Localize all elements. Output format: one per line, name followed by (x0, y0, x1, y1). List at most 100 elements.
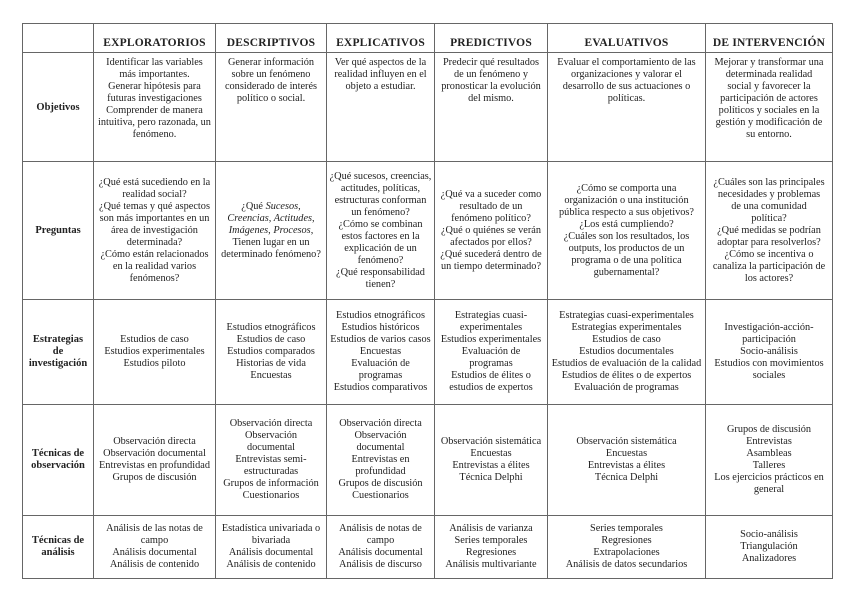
cell-line: un fenómeno? (351, 206, 410, 218)
cell-line: Grupos de discusión (112, 472, 197, 483)
cell-line: Análisis de contenido (109, 559, 200, 570)
cell-line: ¿Cómo se combinan (338, 218, 423, 230)
cell-line: Estudios etnográficos (226, 322, 316, 333)
cell-line: Creencias, Actitudes, (218, 213, 324, 225)
cell-line: determinado fenómeno? (221, 248, 321, 260)
cell-line: fenómeno político? (451, 212, 531, 224)
column-header-predictivos: PREDICTIVOS (434, 23, 548, 53)
table-row-tecnicas-de-observacion: Técnicas de observación Observación direct… (22, 404, 833, 516)
table-cell: ¿Qué va a suceder como resultado de un fen… (434, 161, 548, 300)
cell-line: Estudios de élites o (451, 370, 531, 381)
cell-line: Análisis de discurso (339, 559, 422, 570)
corner-cell (22, 23, 94, 53)
cell-line: Encuestas (250, 370, 292, 381)
cell-line: fenómeno. (132, 129, 177, 140)
cell-line: ¿Qué está sucediendo en la (98, 176, 211, 188)
cell-line: Talleres (752, 460, 786, 471)
cell-line: los actores? (744, 272, 794, 284)
cell-line: Grupos de discusión (726, 424, 812, 435)
cell-line: Socio-análisis (740, 529, 798, 540)
cell-line: considerado de interés (224, 81, 318, 92)
cell-line: Series temporales (590, 523, 663, 534)
cell-line: de una comunidad (731, 200, 807, 212)
table-cell: ¿Cuáles son las principales necesidades y… (705, 161, 833, 300)
cell-line: estructuradas (243, 466, 299, 477)
cell-line: Observación sistemática (576, 436, 677, 447)
table-row-preguntas: Preguntas ¿Qué está sucediendo en la reali… (22, 161, 833, 300)
cell-line: participación (742, 334, 796, 345)
cell-line: Estudios experimentales (440, 334, 542, 345)
cell-line: Análisis de las notas de (106, 523, 203, 534)
table-cell: Estadística univariada o bivariada Análisi… (215, 515, 327, 579)
cell-line: Estrategias cuasi-experimentales (559, 310, 694, 321)
cell-line: programas (358, 370, 403, 381)
cell-line: son más importantes en un (99, 212, 210, 224)
cell-line: Los ejercicios prácticos en (714, 472, 824, 483)
cell-line: programa o de una política (571, 254, 682, 266)
cell-line: ¿Qué sucesos, creencias, (329, 170, 432, 182)
cell-line: tienen? (365, 278, 396, 290)
cell-line: Entrevistas en profundidad (99, 460, 210, 471)
table-cell: Estudios de caso Estudios experimentales E… (93, 299, 216, 405)
table-cell: Investigación-acción-participación Socio-… (705, 299, 833, 405)
cell-line: Análisis documental (112, 547, 197, 558)
cell-line: Predecir qué resultados (442, 57, 540, 68)
cell-line: Estadística univariada o (221, 523, 321, 534)
row-header-line: análisis (41, 547, 75, 558)
cell-line: sobre un fenómeno (231, 69, 311, 80)
row-header-line: observación (31, 460, 85, 471)
cell-line: Observación directa (113, 436, 196, 447)
cell-line: campo (140, 535, 169, 546)
row-header-objetivos: Objetivos (22, 52, 94, 162)
cell-line: Comprender de manera (106, 105, 203, 116)
column-header-de-intervencion: DE INTERVENCIÓN (705, 23, 833, 53)
cell-line: del mismo. (468, 93, 514, 104)
row-header-line: Técnicas de (31, 448, 85, 459)
cell-line: realidad influyen en el (334, 69, 427, 80)
cell-line: bivariada (251, 535, 291, 546)
cell-line: Grupos de discusión (338, 478, 423, 489)
cell-line: Socio-análisis (740, 346, 798, 357)
row-header-line: Técnicas de (31, 535, 85, 546)
cell-line: Grupos de información (223, 478, 319, 489)
cell-line: ¿Cuáles son los resultados, los (563, 230, 690, 242)
table-cell: Observación directa Observación documental… (215, 404, 327, 516)
cell-line: outputs, los productos de un (568, 242, 685, 254)
cell-line: ¿Qué sucederá dentro de (440, 248, 542, 260)
row-header-estrategias-de-investigacion: Estrategias de investigación (22, 299, 94, 405)
cell-line: Estudios comparativos (333, 382, 428, 393)
cell-line: Asambleas (746, 448, 792, 459)
cell-line: adoptar para resolverlos? (717, 236, 821, 248)
cell-line: Regresiones (465, 547, 517, 558)
cell-line: Ver qué aspectos de la (334, 57, 427, 68)
cell-line: Análisis de datos secundarios (565, 559, 688, 570)
cell-line: estudios de expertos (449, 382, 533, 393)
cell-line: Mejorar y transformar una (714, 57, 824, 68)
cell-line: actitudes, políticas, (340, 182, 421, 194)
cell-line: campo (366, 535, 395, 546)
cell-line: documental (246, 442, 296, 453)
table-cell: Análisis de notas de campo Análisis docume… (326, 515, 435, 579)
cell-line: canaliza la participación de (712, 260, 826, 272)
cell-line: Estudios de caso (120, 334, 189, 345)
cell-line: ¿Qué medidas se podrían (717, 224, 821, 236)
cell-line: Triangulación (740, 541, 798, 552)
cell-line: ¿Cómo se comporta una (576, 182, 677, 194)
cell-line: Estudios comparados (227, 346, 315, 357)
table-cell: Estrategias cuasi-experimentales Estudios… (434, 299, 548, 405)
cell-line: general (753, 484, 785, 495)
header-row: EXPLORATORIOS DESCRIPTIVOS EXPLICATIVOS … (22, 23, 833, 53)
text: ¿Qué (241, 200, 266, 212)
table-cell: Observación sistemática Encuestas Entrevis… (434, 404, 548, 516)
cell-line: Extrapolaciones (593, 547, 660, 558)
cell-line: explicación de un (344, 242, 417, 254)
cell-line: sociales (752, 370, 786, 381)
table-cell: Evaluar el comportamiento de las organiza… (547, 52, 706, 162)
cell-line: Observación documental (103, 448, 206, 459)
cell-line: Estudios etnográficos (336, 310, 425, 321)
table-cell: Grupos de discusión Entrevistas Asambleas T… (705, 404, 833, 516)
row-header-line: Objetivos (36, 102, 80, 113)
cell-line: política? (751, 212, 787, 224)
cell-line: estructuras conforman (334, 194, 427, 206)
cell-line: Imágenes, Procesos, (218, 225, 324, 237)
